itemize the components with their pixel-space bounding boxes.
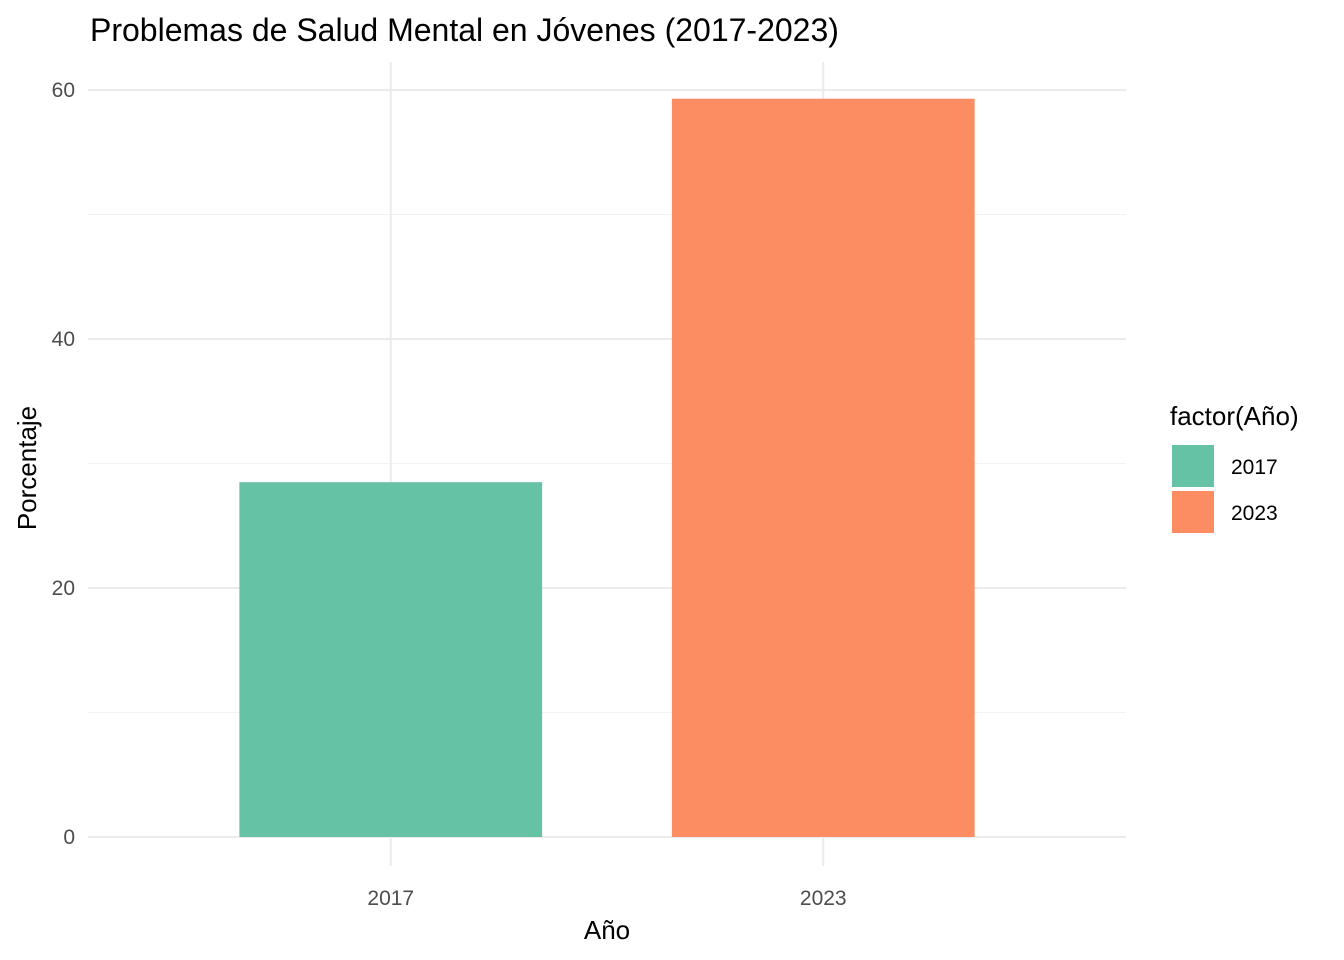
bars <box>239 98 975 838</box>
y-tick-label: 20 <box>52 577 75 600</box>
x-tick-label: 2017 <box>367 887 414 910</box>
x-axis-ticks: 2017 2023 <box>367 887 846 910</box>
legend-label-2023: 2023 <box>1231 502 1278 525</box>
y-tick-label: 60 <box>52 79 75 102</box>
chart-title: Problemas de Salud Mental en Jóvenes (20… <box>90 12 839 48</box>
legend: factor(Año) 2017 2023 <box>1170 401 1299 533</box>
legend-entries: 2017 2023 <box>1172 445 1278 533</box>
x-tick-label: 2023 <box>800 887 847 910</box>
y-tick-label: 0 <box>63 826 75 849</box>
legend-swatch-2017 <box>1172 445 1214 487</box>
legend-swatch-2023 <box>1172 491 1214 533</box>
legend-label-2017: 2017 <box>1231 456 1278 479</box>
x-axis-title: Año <box>584 915 630 945</box>
y-axis-title: Porcentaje <box>12 406 42 530</box>
y-tick-label: 40 <box>52 328 75 351</box>
y-axis-ticks: 0 20 40 60 <box>52 79 75 849</box>
legend-title: factor(Año) <box>1170 401 1299 431</box>
bar-2023 <box>671 98 975 838</box>
bar-2017 <box>239 482 543 837</box>
